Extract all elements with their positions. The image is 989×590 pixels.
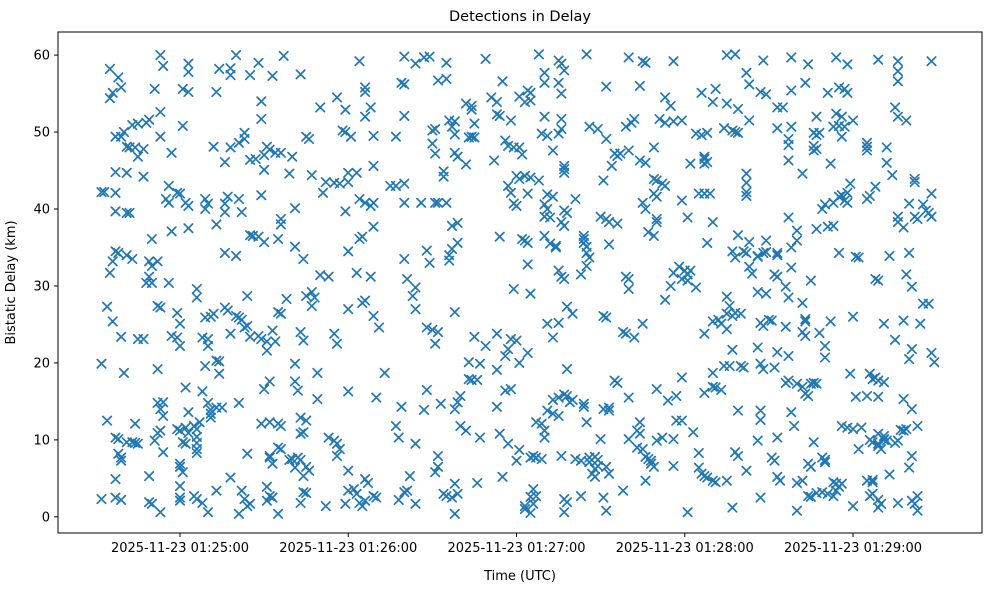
y-tick-label: 40 (33, 203, 50, 218)
plot-area-border (57, 31, 983, 534)
axis-ticks: 2025-11-23 01:25:00 2025-11-23 01:26:00 20… (33, 49, 922, 556)
y-tick-label: 20 (33, 356, 50, 371)
y-tick-label: 50 (33, 126, 50, 141)
x-axis-label: Time (UTC) (483, 569, 556, 584)
y-axis-label: Bistatic Delay (km) (4, 220, 19, 344)
x-tick-label: 2025-11-23 01:27:00 (447, 541, 585, 556)
chart-title: Detections in Delay (449, 9, 591, 25)
x-tick-label: 2025-11-23 01:25:00 (111, 541, 249, 556)
x-tick-label: 2025-11-23 01:26:00 (279, 541, 417, 556)
y-tick-label: 30 (33, 279, 50, 294)
y-tick-label: 10 (33, 433, 50, 448)
x-tick-label: 2025-11-23 01:28:00 (616, 541, 754, 556)
y-tick-label: 0 (42, 510, 50, 525)
y-tick-label: 60 (33, 49, 50, 64)
x-tick-label: 2025-11-23 01:29:00 (784, 541, 922, 556)
scatter-points (96, 49, 940, 519)
